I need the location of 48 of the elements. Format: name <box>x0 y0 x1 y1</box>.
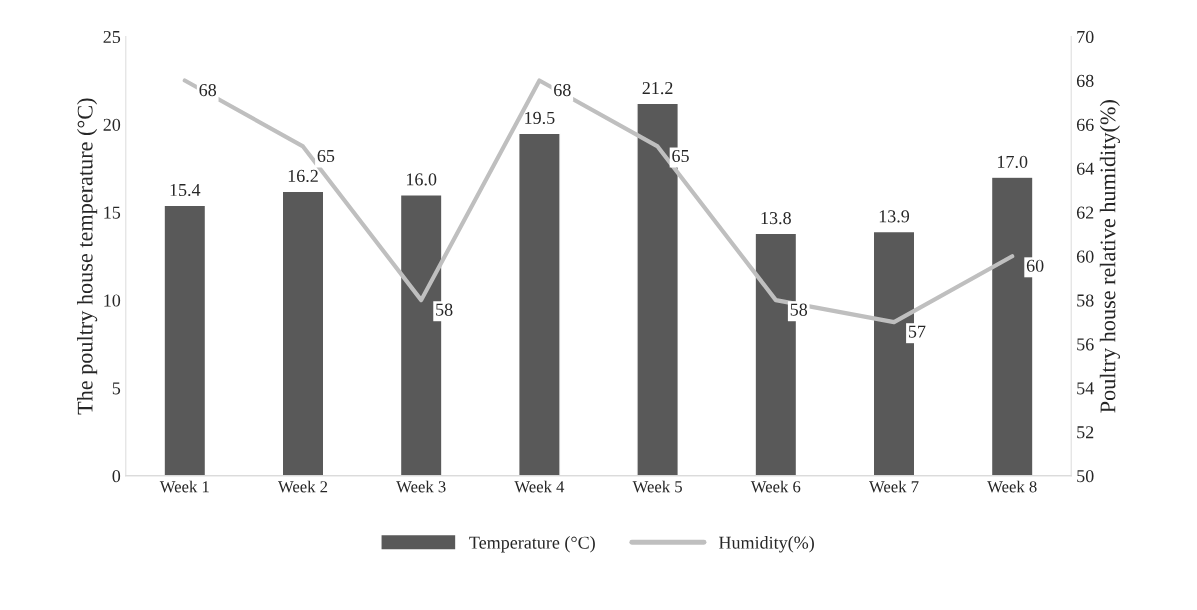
x-tick-label: Week 1 <box>159 480 209 493</box>
y-tick-label: 0 <box>112 470 121 483</box>
bar <box>163 204 207 476</box>
y-tick-label: 10 <box>104 294 121 307</box>
y-tick-label: 5 <box>112 382 121 395</box>
data-label: 17.0 <box>998 155 1028 168</box>
data-label: 68 <box>199 83 217 97</box>
legend-label: Temperature (°C) <box>469 536 595 553</box>
y2-tick-label: 56 <box>1077 338 1094 351</box>
y-axis-title: The poultry house temperature (°C) <box>77 98 98 415</box>
data-label: 60 <box>1026 259 1044 272</box>
x-tick-label: Week 8 <box>987 480 1037 493</box>
data-label: 57 <box>908 325 926 338</box>
x-tick-label: Week 7 <box>869 480 919 493</box>
x-tick-label: Week 5 <box>632 480 682 493</box>
y2-tick-label: 70 <box>1077 30 1094 44</box>
y2-tick-label: 66 <box>1076 118 1094 131</box>
x-tick-label: Week 6 <box>750 480 801 493</box>
x-tick-label: Week 4 <box>514 480 565 493</box>
data-label: 58 <box>436 303 453 316</box>
legend-label: Humidity(%) <box>718 536 814 553</box>
y2-tick-label: 50 <box>1077 470 1094 483</box>
y-tick-label: 15 <box>104 206 121 219</box>
y2-tick-label: 54 <box>1077 382 1094 395</box>
data-label: 15.4 <box>170 183 201 197</box>
data-label: 65 <box>317 149 335 163</box>
y2-tick-label: 58 <box>1077 294 1094 307</box>
x-tick-label: Week 3 <box>396 480 446 493</box>
y-tick-label: 25 <box>103 30 121 44</box>
y2-tick-label: 64 <box>1076 162 1094 175</box>
y-tick-label: 20 <box>103 118 121 131</box>
data-label: 16.2 <box>288 169 318 183</box>
data-label: 65 <box>672 149 689 163</box>
y2-tick-label: 68 <box>1076 74 1094 87</box>
bar <box>518 132 561 476</box>
data-label: 13.8 <box>761 211 791 225</box>
data-label: 16.0 <box>406 173 437 186</box>
y2-tick-label: 60 <box>1076 250 1094 263</box>
data-label: 58 <box>790 303 808 316</box>
data-label: 68 <box>554 83 571 97</box>
x-tick-label: Week 2 <box>277 480 328 493</box>
data-label: 21.2 <box>642 82 673 95</box>
y2-tick-label: 62 <box>1076 206 1094 219</box>
y2-axis-title: Poultry house relative humidity(%) <box>1099 100 1120 413</box>
data-label: 19.5 <box>525 111 555 125</box>
data-label: 13.9 <box>879 210 910 223</box>
bar <box>281 190 325 476</box>
y2-tick-label: 52 <box>1077 426 1094 439</box>
